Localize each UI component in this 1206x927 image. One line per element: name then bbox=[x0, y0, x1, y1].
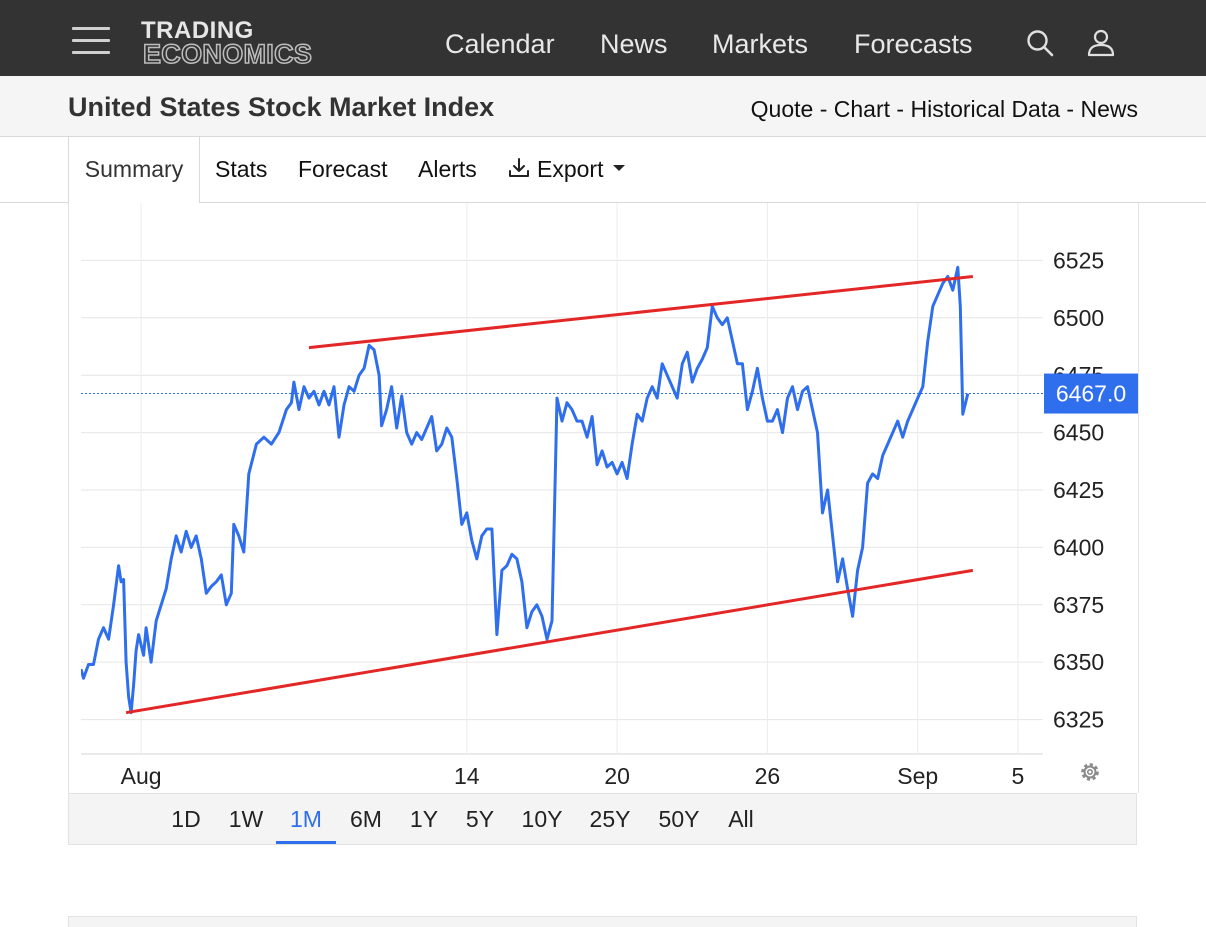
logo-line-2: ECONOMICS bbox=[142, 39, 313, 69]
last-price-value: 6467.0 bbox=[1056, 381, 1126, 407]
page-title: United States Stock Market Index bbox=[68, 92, 495, 122]
range-1d[interactable]: 1D bbox=[171, 806, 201, 832]
range-6m[interactable]: 6M bbox=[350, 806, 382, 832]
page-header: United States Stock Market Index Quote -… bbox=[0, 76, 1206, 137]
tab-forecast[interactable]: Forecast bbox=[298, 156, 388, 182]
nav-forecasts[interactable]: Forecasts bbox=[854, 29, 973, 59]
nav-markets[interactable]: Markets bbox=[712, 29, 809, 59]
top-navigation-bar: TRADING ECONOMICS Calendar News Markets … bbox=[0, 0, 1206, 76]
chart-panel: 632563506375640064256450647565006525 Aug… bbox=[68, 203, 1139, 793]
tab-summary[interactable]: Summary bbox=[68, 137, 200, 203]
link-chart[interactable]: Chart bbox=[833, 96, 891, 122]
download-icon bbox=[509, 158, 529, 177]
link-separator: - bbox=[813, 96, 834, 122]
x-tick-label: 14 bbox=[454, 763, 480, 789]
tab-export[interactable]: Export bbox=[507, 137, 625, 202]
nav-calendar[interactable]: Calendar bbox=[445, 29, 555, 59]
logo-line-1: TRADING bbox=[141, 17, 254, 44]
gear-icon[interactable] bbox=[1081, 763, 1099, 781]
link-historical-data[interactable]: Historical Data bbox=[910, 96, 1061, 122]
x-tick-label: Aug bbox=[121, 763, 162, 789]
range-1y[interactable]: 1Y bbox=[409, 806, 439, 832]
x-tick-label: 26 bbox=[755, 763, 781, 789]
price-chart[interactable]: 632563506375640064256450647565006525 Aug… bbox=[69, 203, 1138, 793]
quick-links: Quote - Chart - Historical Data - News bbox=[751, 95, 1138, 123]
y-tick-label: 6350 bbox=[1053, 649, 1104, 675]
link-separator: - bbox=[1060, 96, 1081, 122]
y-tick-label: 6425 bbox=[1053, 477, 1104, 503]
user-icon[interactable] bbox=[1086, 28, 1116, 58]
range-selector: 1D 1W 1M 6M 1Y 5Y 10Y 25Y 50Y All bbox=[68, 793, 1137, 845]
x-tick-label: Sep bbox=[897, 763, 938, 789]
y-tick-label: 6325 bbox=[1053, 707, 1104, 733]
y-tick-label: 6500 bbox=[1053, 305, 1104, 331]
price-series-line[interactable] bbox=[81, 265, 970, 715]
nav-news[interactable]: News bbox=[600, 29, 668, 59]
next-section-card bbox=[68, 916, 1137, 927]
export-label: Export bbox=[537, 156, 604, 182]
range-10y[interactable]: 10Y bbox=[521, 806, 563, 832]
search-icon[interactable] bbox=[1025, 28, 1055, 58]
range-1m[interactable]: 1M bbox=[276, 794, 336, 844]
trendline[interactable] bbox=[308, 274, 974, 350]
y-tick-label: 6375 bbox=[1053, 592, 1104, 618]
y-tick-label: 6450 bbox=[1053, 420, 1104, 446]
hamburger-menu-icon[interactable] bbox=[72, 27, 110, 55]
range-25y[interactable]: 25Y bbox=[589, 806, 631, 832]
x-tick-label: 20 bbox=[604, 763, 630, 789]
x-tick-label: 5 bbox=[1012, 763, 1025, 789]
range-50y[interactable]: 50Y bbox=[658, 806, 700, 832]
y-tick-label: 6400 bbox=[1053, 534, 1104, 560]
link-separator: - bbox=[890, 96, 911, 122]
link-news[interactable]: News bbox=[1080, 96, 1138, 122]
trading-economics-logo[interactable]: TRADING ECONOMICS bbox=[141, 17, 323, 69]
tab-alerts[interactable]: Alerts bbox=[418, 156, 477, 182]
trendline[interactable] bbox=[125, 568, 974, 715]
range-5y[interactable]: 5Y bbox=[465, 806, 495, 832]
link-quote[interactable]: Quote bbox=[750, 96, 814, 122]
caret-down-icon bbox=[612, 165, 625, 171]
tab-stats[interactable]: Stats bbox=[215, 156, 268, 182]
range-all[interactable]: All bbox=[728, 806, 754, 832]
range-1w[interactable]: 1W bbox=[228, 806, 264, 832]
y-tick-label: 6525 bbox=[1053, 247, 1104, 273]
last-price-badge bbox=[1044, 373, 1138, 414]
tab-bar: Summary Stats Forecast Alerts Export bbox=[0, 137, 1206, 203]
